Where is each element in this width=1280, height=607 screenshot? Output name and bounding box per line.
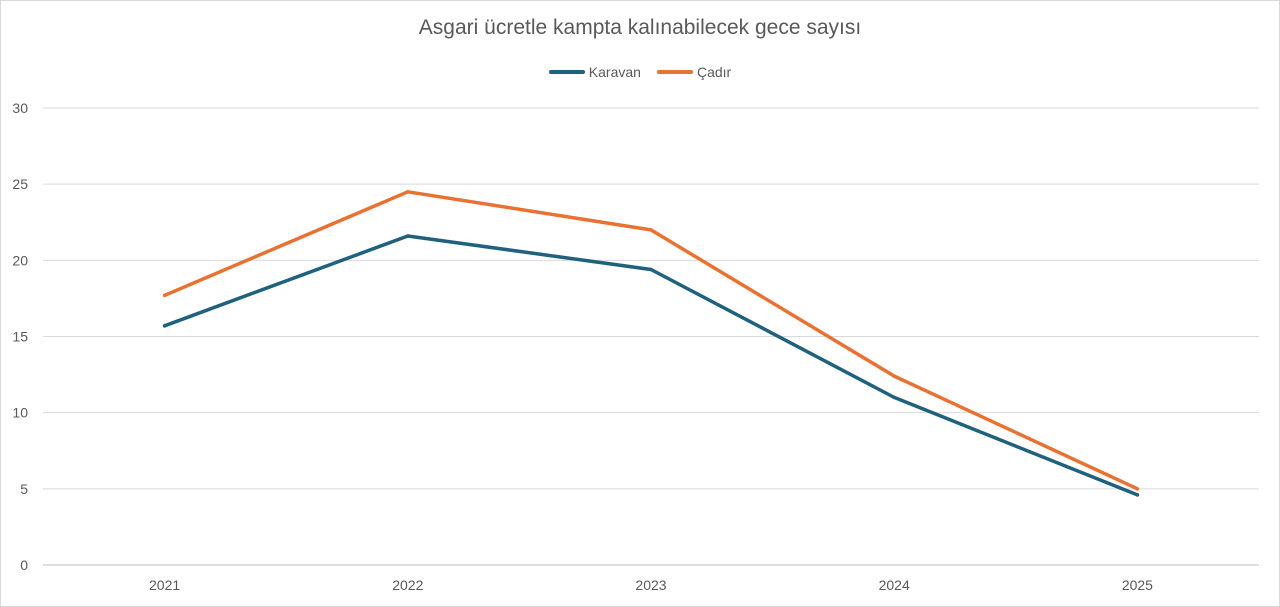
y-tick-label: 5 — [20, 481, 28, 497]
data-point-karavan-2023 — [649, 267, 653, 272]
legend-swatch-karavan — [548, 70, 585, 74]
series-line-karavan — [162, 234, 1140, 497]
series-line-cadir — [162, 190, 1140, 491]
y-tick-label: 25 — [12, 176, 28, 192]
chart-title: Asgari ücretle kampta kalınabilecek gece… — [418, 16, 862, 39]
legend-item-karavan: Karavan — [548, 64, 641, 80]
data-point-karavan-2025 — [1135, 493, 1140, 497]
series-lines — [162, 190, 1140, 497]
gridlines — [43, 107, 1259, 566]
data-point-cadir-2021 — [162, 293, 167, 298]
data-point-karavan-2021 — [162, 324, 167, 328]
y-tick-label: 30 — [12, 100, 28, 116]
data-point-cadir-2025 — [1135, 487, 1140, 491]
y-tick-label: 10 — [12, 405, 28, 421]
data-point-cadir-2023 — [649, 228, 653, 232]
legend: Karavan Çadır — [0, 64, 1280, 80]
x-tick-label: 2023 — [635, 577, 666, 593]
y-tick-label: 20 — [12, 252, 28, 268]
legend-swatch-cadir — [656, 70, 693, 74]
x-tick-label: 2021 — [149, 577, 180, 593]
legend-label-cadir: Çadır — [696, 64, 732, 80]
legend-label-karavan: Karavan — [588, 64, 641, 80]
x-axis-ticks: 2021 2022 2023 2024 2025 — [149, 577, 1153, 593]
y-tick-label: 0 — [20, 557, 28, 573]
data-point-cadir-2024 — [892, 374, 896, 378]
legend-item-cadir: Çadır — [656, 64, 732, 80]
data-point-cadir-2022 — [406, 190, 410, 194]
x-tick-label: 2022 — [392, 577, 423, 593]
data-point-karavan-2022 — [406, 234, 410, 238]
y-tick-label: 15 — [12, 329, 28, 345]
y-axis-ticks: 0 5 10 15 20 25 30 — [12, 100, 28, 573]
data-point-karavan-2024 — [892, 395, 896, 400]
x-tick-label: 2025 — [1122, 577, 1153, 593]
x-tick-label: 2024 — [879, 577, 910, 593]
